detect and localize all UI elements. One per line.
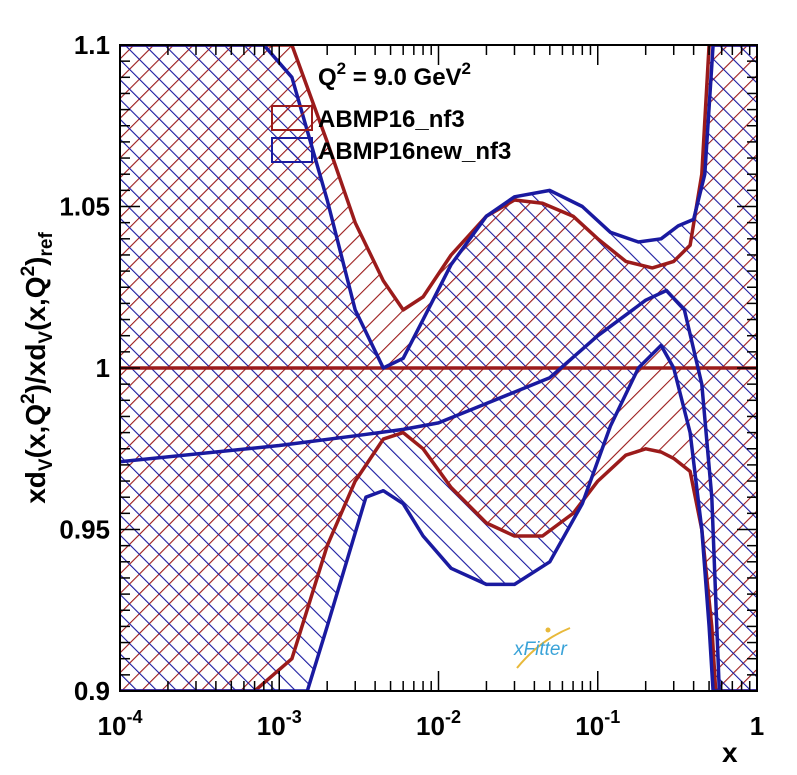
legend-label-abmp16new: ABMP16new_nf3 [318,138,511,165]
band-edges-layer [120,45,757,691]
legend-title: Q2 = 9.0 GeV2 [318,59,471,91]
upper-edge-abmp16new-nf3 [120,45,757,370]
y-tick-labels: 0.9 0.95 1 1.05 1.1 [59,30,110,706]
x-tick-labels: 10-4 10-3 10-2 10-1 1 [98,707,765,741]
lower-edge-abmp16new-nf3 [120,343,757,691]
central-line-abmp16new-nf3 [120,288,722,691]
legend-swatch-abmp16new [271,137,313,163]
y-axis-title: xdV(x,Q2)/xdV(x,Q2)ref [18,232,57,504]
xfitter-logo-dot [545,627,551,633]
x-tick-label: 1 [750,711,764,741]
y-tick-label: 1 [96,353,110,383]
y-tick-label: 1.05 [59,192,110,222]
central-lines-layer [120,288,757,691]
xfitter-logo: xFitter [513,627,571,669]
y-tick-label: 1.1 [74,30,110,60]
x-tick-label: 10-1 [575,707,620,741]
x-tick-label: 10-4 [98,707,143,741]
legend-swatch-abmp16 [271,105,313,131]
upper-edge-abmp16-nf3 [120,45,757,312]
x-tick-label: 10-2 [416,707,461,741]
legend: Q2 = 9.0 GeV2 ABMP16_nf3 ABMP16new_nf3 [271,59,511,165]
axis-ticks [119,44,757,692]
y-tick-label: 0.95 [59,515,110,545]
y-tick-label: 0.9 [74,676,110,706]
x-axis-title: x [722,737,738,768]
legend-entry-abmp16: ABMP16_nf3 [271,105,465,133]
lower-edge-abmp16-nf3 [120,430,757,691]
xfitter-logo-swoosh [516,627,571,669]
xfitter-logo-text: xFitter [513,639,567,660]
legend-entry-abmp16new: ABMP16new_nf3 [271,137,511,165]
legend-label-abmp16: ABMP16_nf3 [318,106,465,133]
x-tick-label: 10-3 [257,707,302,741]
